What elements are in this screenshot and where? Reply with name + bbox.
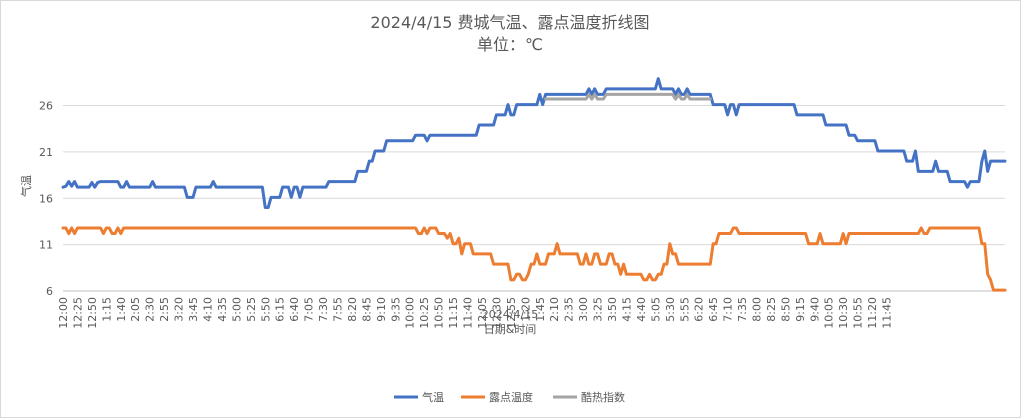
x-tick-label: 7:30 <box>317 297 330 322</box>
x-tick-label: 8:25 <box>765 297 778 322</box>
x-tick-label: 12:00 <box>57 297 70 329</box>
x-tick-label: 3:00 <box>577 297 590 322</box>
x-tick-label: 8:00 <box>750 297 763 322</box>
y-tick-label: 6 <box>46 285 53 298</box>
legend-label: 气温 <box>422 390 444 404</box>
x-tick-label: 12:25 <box>71 297 84 329</box>
x-tick-label: 4:40 <box>635 297 648 322</box>
series-line-3 <box>544 92 712 101</box>
x-tick-label: 8:45 <box>360 297 373 322</box>
x-tick-label: 3:50 <box>606 297 619 322</box>
x-tick-label: 4:35 <box>216 297 229 322</box>
chart-title: 2024/4/15 费城气温、露点温度折线图 <box>370 13 649 32</box>
y-tick-label: 21 <box>39 146 53 159</box>
y-axis-title: 气温 <box>19 175 33 197</box>
y-tick-label: 26 <box>39 100 53 113</box>
x-tick-label: 3:20 <box>173 297 186 322</box>
y-tick-label: 11 <box>39 239 53 252</box>
x-tick-label: 3:45 <box>187 297 200 322</box>
x-tick-label: 1:20 <box>519 297 532 322</box>
x-tick-label: 4:10 <box>201 297 214 322</box>
x-tick-label: 7:55 <box>332 297 345 322</box>
x-tick-label: 11:45 <box>881 297 894 329</box>
x-tick-label: 2:55 <box>158 297 171 322</box>
series-line-2 <box>61 226 1007 292</box>
x-tick-label: 2:10 <box>548 297 561 322</box>
x-tick-label: 6:20 <box>693 297 706 322</box>
x-tick-label: 2:35 <box>563 297 576 322</box>
x-tick-label: 5:25 <box>245 297 258 322</box>
series-lines <box>61 77 1007 292</box>
x-tick-label: 1:45 <box>534 297 547 322</box>
x-tick-label: 12:05 <box>476 297 489 329</box>
x-tick-label: 8:20 <box>346 297 359 322</box>
x-tick-label: 6:40 <box>288 297 301 322</box>
x-tick-label: 5:00 <box>230 297 243 322</box>
x-tick-label: 11:20 <box>866 297 879 329</box>
y-axis: 6 11 16 21 26 <box>39 100 53 298</box>
x-tick-label: 12:30 <box>490 297 503 329</box>
x-tick-label: 7:35 <box>736 297 749 322</box>
x-tick-label: 12:55 <box>505 297 518 329</box>
x-tick-label: 10:05 <box>823 297 836 329</box>
x-axis: 12:00 12:25 12:50 1:15 1:40 2:05 2:30 2:55 3:20 3… <box>57 297 894 329</box>
x-tick-label: 6:15 <box>274 297 287 322</box>
legend: 气温 露点温度 酷热指数 <box>394 390 625 404</box>
x-tick-label: 4:15 <box>620 297 633 322</box>
x-tick-label: 5:05 <box>649 297 662 322</box>
legend-label: 露点温度 <box>489 390 533 404</box>
x-tick-label: 3:25 <box>592 297 605 322</box>
x-group-label: 2024/4/15 <box>482 308 538 321</box>
series-line-1 <box>61 77 1007 210</box>
x-tick-label: 9:35 <box>389 297 402 322</box>
chart-subtitle: 单位：℃ <box>477 35 543 54</box>
x-tick-label: 11:15 <box>447 297 460 329</box>
x-tick-label: 1:15 <box>100 297 113 322</box>
x-tick-label: 10:30 <box>837 297 850 329</box>
x-tick-label: 2:30 <box>144 297 157 322</box>
legend-label: 酷热指数 <box>581 390 625 404</box>
x-tick-label: 5:50 <box>259 297 272 322</box>
x-tick-label: 1:40 <box>115 297 128 322</box>
x-tick-label: 10:25 <box>418 297 431 329</box>
x-tick-label: 2:05 <box>129 297 142 322</box>
x-tick-label: 8:50 <box>779 297 792 322</box>
x-tick-label: 12:50 <box>86 297 99 329</box>
x-axis-title: 日期&时间 <box>484 323 537 336</box>
x-tick-label: 7:10 <box>722 297 735 322</box>
x-tick-label: 7:05 <box>303 297 316 322</box>
x-tick-label: 5:30 <box>664 297 677 322</box>
x-tick-label: 10:00 <box>404 297 417 329</box>
x-tick-label: 9:40 <box>808 297 821 322</box>
x-tick-label: 6:45 <box>707 297 720 322</box>
x-tick-label: 10:55 <box>852 297 865 329</box>
x-tick-label: 9:10 <box>375 297 388 322</box>
x-tick-label: 9:15 <box>794 297 807 322</box>
y-tick-label: 16 <box>39 192 53 205</box>
x-tick-label: 11:40 <box>462 297 475 329</box>
x-tick-label: 5:55 <box>678 297 691 322</box>
x-tick-label: 10:50 <box>433 297 446 329</box>
